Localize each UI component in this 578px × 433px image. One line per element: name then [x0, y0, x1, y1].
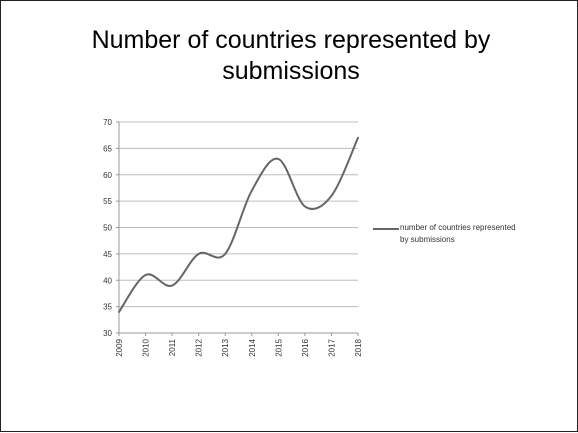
- x-tick-label: 2012: [195, 338, 204, 356]
- y-tick-labels: 30 35 40 45 50 55 60 65 70: [103, 118, 112, 338]
- x-tick-label: 2011: [168, 338, 177, 356]
- x-tick-label: 2014: [248, 338, 257, 356]
- y-tick-label: 70: [103, 118, 112, 127]
- slide-title: Number of countries represented by submi…: [91, 26, 491, 85]
- axes: [116, 121, 359, 336]
- y-tick-label: 45: [103, 250, 112, 259]
- x-tick-label: 2013: [221, 338, 230, 356]
- y-tick-label: 30: [103, 329, 112, 338]
- legend-swatch: [373, 228, 399, 230]
- x-tick-label: 2009: [115, 338, 124, 356]
- y-tick-label: 40: [103, 276, 112, 285]
- y-tick-label: 60: [103, 171, 112, 180]
- data-point: [277, 158, 279, 160]
- series-line: [118, 136, 359, 313]
- y-tick-label: 35: [103, 303, 112, 312]
- x-tick-label: 2018: [354, 338, 363, 356]
- data-point: [330, 195, 332, 197]
- data-point: [224, 253, 226, 255]
- legend-label: number of countries represented by submi…: [400, 223, 516, 244]
- data-point: [197, 253, 199, 255]
- data-point: [304, 205, 306, 207]
- data-point: [251, 189, 253, 191]
- x-tick-label: 2016: [301, 338, 310, 356]
- y-tick-label: 55: [103, 197, 112, 206]
- data-point: [171, 284, 173, 286]
- x-tick-labels: 2009 2010 2011 2012 2013 2014 2015 2016 2017 2018: [115, 338, 363, 356]
- y-tick-label: 50: [103, 224, 112, 233]
- x-tick-label: 2015: [274, 338, 283, 356]
- y-tick-label: 65: [103, 144, 112, 153]
- data-point: [118, 311, 120, 313]
- data-point: [144, 274, 146, 276]
- gridlines: [119, 121, 358, 334]
- x-tick-label: 2017: [327, 338, 336, 356]
- data-point: [357, 137, 359, 139]
- series-lines: [118, 136, 359, 313]
- x-tick-label: 2010: [142, 338, 151, 356]
